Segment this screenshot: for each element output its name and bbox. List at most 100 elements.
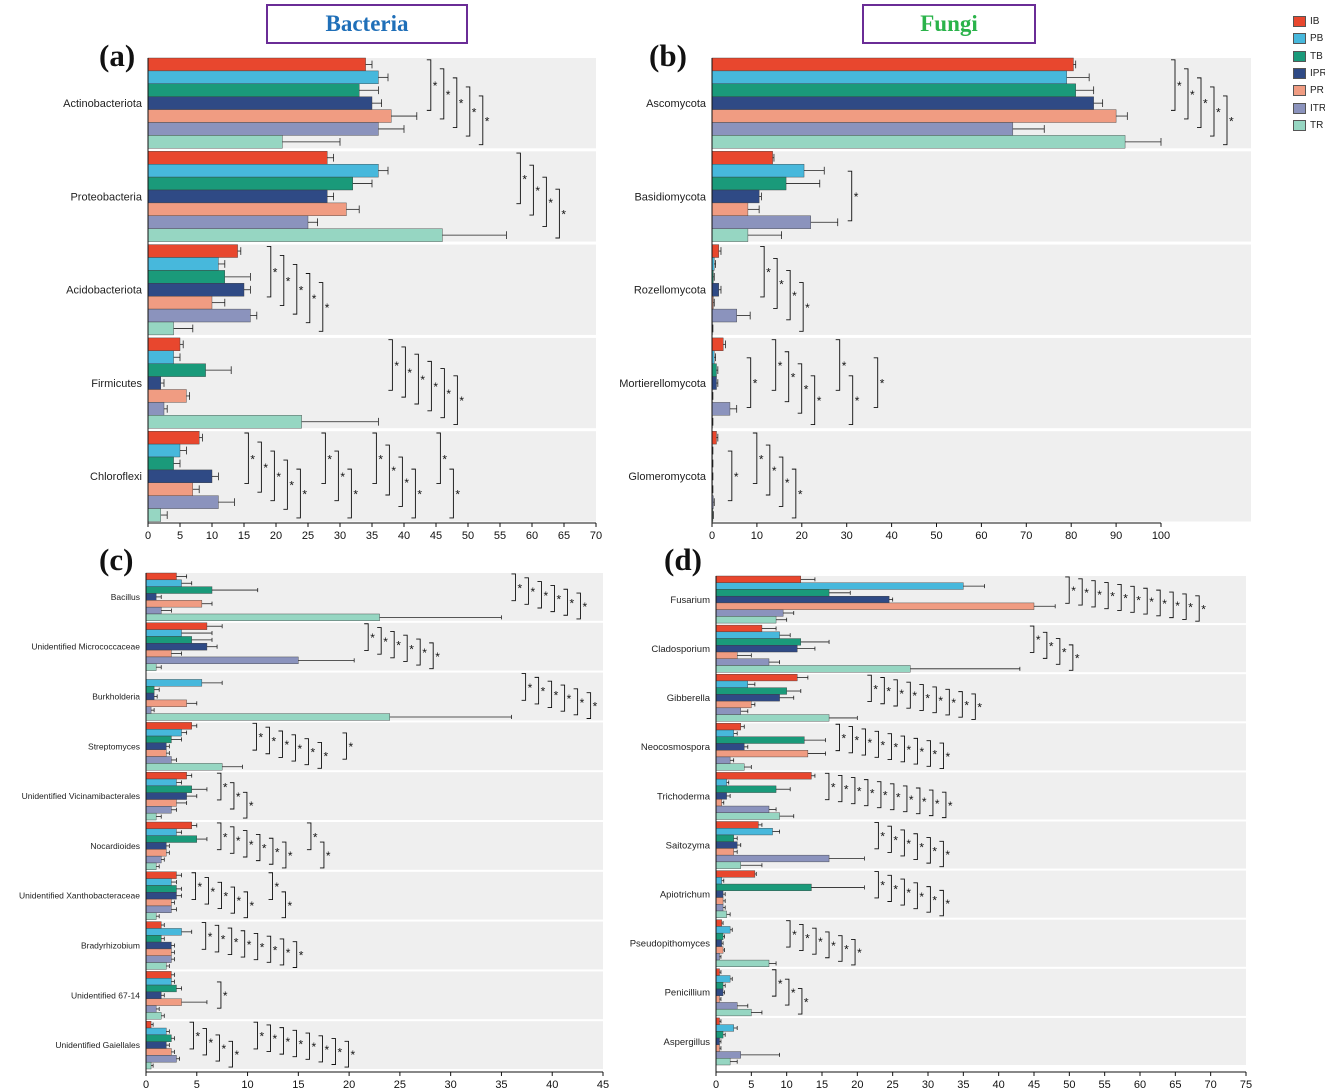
significance-bracket [242,791,248,819]
significance-bracket [436,432,441,485]
x-tick-label: 5 [177,530,183,542]
category-label: Pseudopithomyces [630,939,711,950]
significance-star: * [353,488,358,502]
significance-star: * [855,734,860,748]
panel-d: Fusarium * * * * * * * * * * * Cladosporium * * * * Gibbe… [630,575,1252,1091]
bar [715,743,745,751]
category-label: Streptomyces [88,741,140,751]
bar [715,674,798,682]
significance-bracket [191,872,196,900]
significance-star: * [1203,97,1208,111]
significance-bracket [279,254,285,307]
bar [147,443,181,458]
legend-label: TR [1310,119,1324,131]
bar [145,613,380,622]
category-label: Saitozyma [666,840,711,851]
bar [711,431,717,445]
bar [715,926,731,934]
significance-star: * [880,377,885,391]
significance-star: * [442,452,447,466]
category-band [716,772,1246,820]
x-tick-label: 10 [751,530,763,542]
bar [145,984,177,993]
significance-star: * [798,488,803,502]
significance-bracket [255,833,261,862]
significance-bracket [342,732,347,760]
bar [147,151,328,165]
bar [147,57,366,72]
significance-bracket [230,886,235,914]
bar [715,890,724,898]
significance-bracket [252,722,257,751]
bar [715,799,722,807]
significance-star: * [899,687,904,701]
significance-star: * [422,646,427,660]
significance-bracket [266,245,272,298]
significance-star: * [893,833,898,847]
legend-item: TB [1293,48,1325,65]
significance-bracket [765,444,771,496]
x-tick-label: 90 [1110,530,1122,542]
significance-bracket [812,927,817,955]
significance-star: * [920,745,925,759]
significance-star: * [1036,633,1041,647]
bar [147,83,360,97]
x-tick-label: 70 [1205,1079,1217,1091]
significance-star: * [249,799,254,813]
legend-item: TR [1293,117,1325,134]
bar [145,898,172,907]
significance-bracket [537,581,542,609]
x-tick-label: 55 [494,530,506,542]
bar [147,202,347,216]
bar [147,296,213,310]
bar [147,109,392,123]
category-label: Neocosmospora [641,742,711,753]
significance-star: * [779,277,784,291]
significance-star: * [844,783,849,797]
bar [145,928,182,936]
significance-bracket [189,1021,194,1050]
legend-swatch [1293,85,1306,97]
bar [145,849,167,857]
x-tick-label: 40 [398,530,410,542]
significance-star: * [235,1048,240,1062]
significance-bracket [835,723,840,752]
significance-star: * [433,380,438,394]
significance-star: * [880,830,885,844]
bar [145,756,172,764]
bar [145,606,162,615]
significance-star: * [785,476,790,490]
significance-star: * [288,899,293,913]
significance-bracket [1091,580,1096,608]
category-band [146,921,603,970]
bar [715,658,770,666]
significance-bracket [305,1032,310,1060]
x-tick-label: 45 [430,530,442,542]
significance-bracket [217,881,222,910]
significance-star: * [262,842,267,856]
bar [715,854,830,863]
significance-star: * [1177,79,1182,93]
significance-star: * [778,977,783,991]
panel-c: Bacillus * * * * * * Unidentified Micrococcacea… [19,572,609,1091]
category-label: Unidentified Micrococcaceae [31,642,140,652]
category-band [146,1021,603,1069]
bar [715,1002,738,1010]
significance-star: * [530,585,535,599]
category-label: Unidentified Xanthobacteraceae [19,891,140,901]
significance-bracket [863,779,869,807]
category-label: Chloroflexi [90,471,142,483]
bar [715,645,798,653]
significance-bracket [427,360,432,412]
significance-bracket [243,891,248,919]
bar [147,495,219,509]
category-label: Trichoderma [657,791,711,802]
significance-star: * [948,799,953,813]
bar [711,57,1074,72]
bar [145,855,162,864]
significance-star: * [340,470,345,484]
significance-bracket [347,468,352,519]
category-band [712,244,1251,335]
significance-bracket [439,68,445,120]
bar [715,932,724,941]
